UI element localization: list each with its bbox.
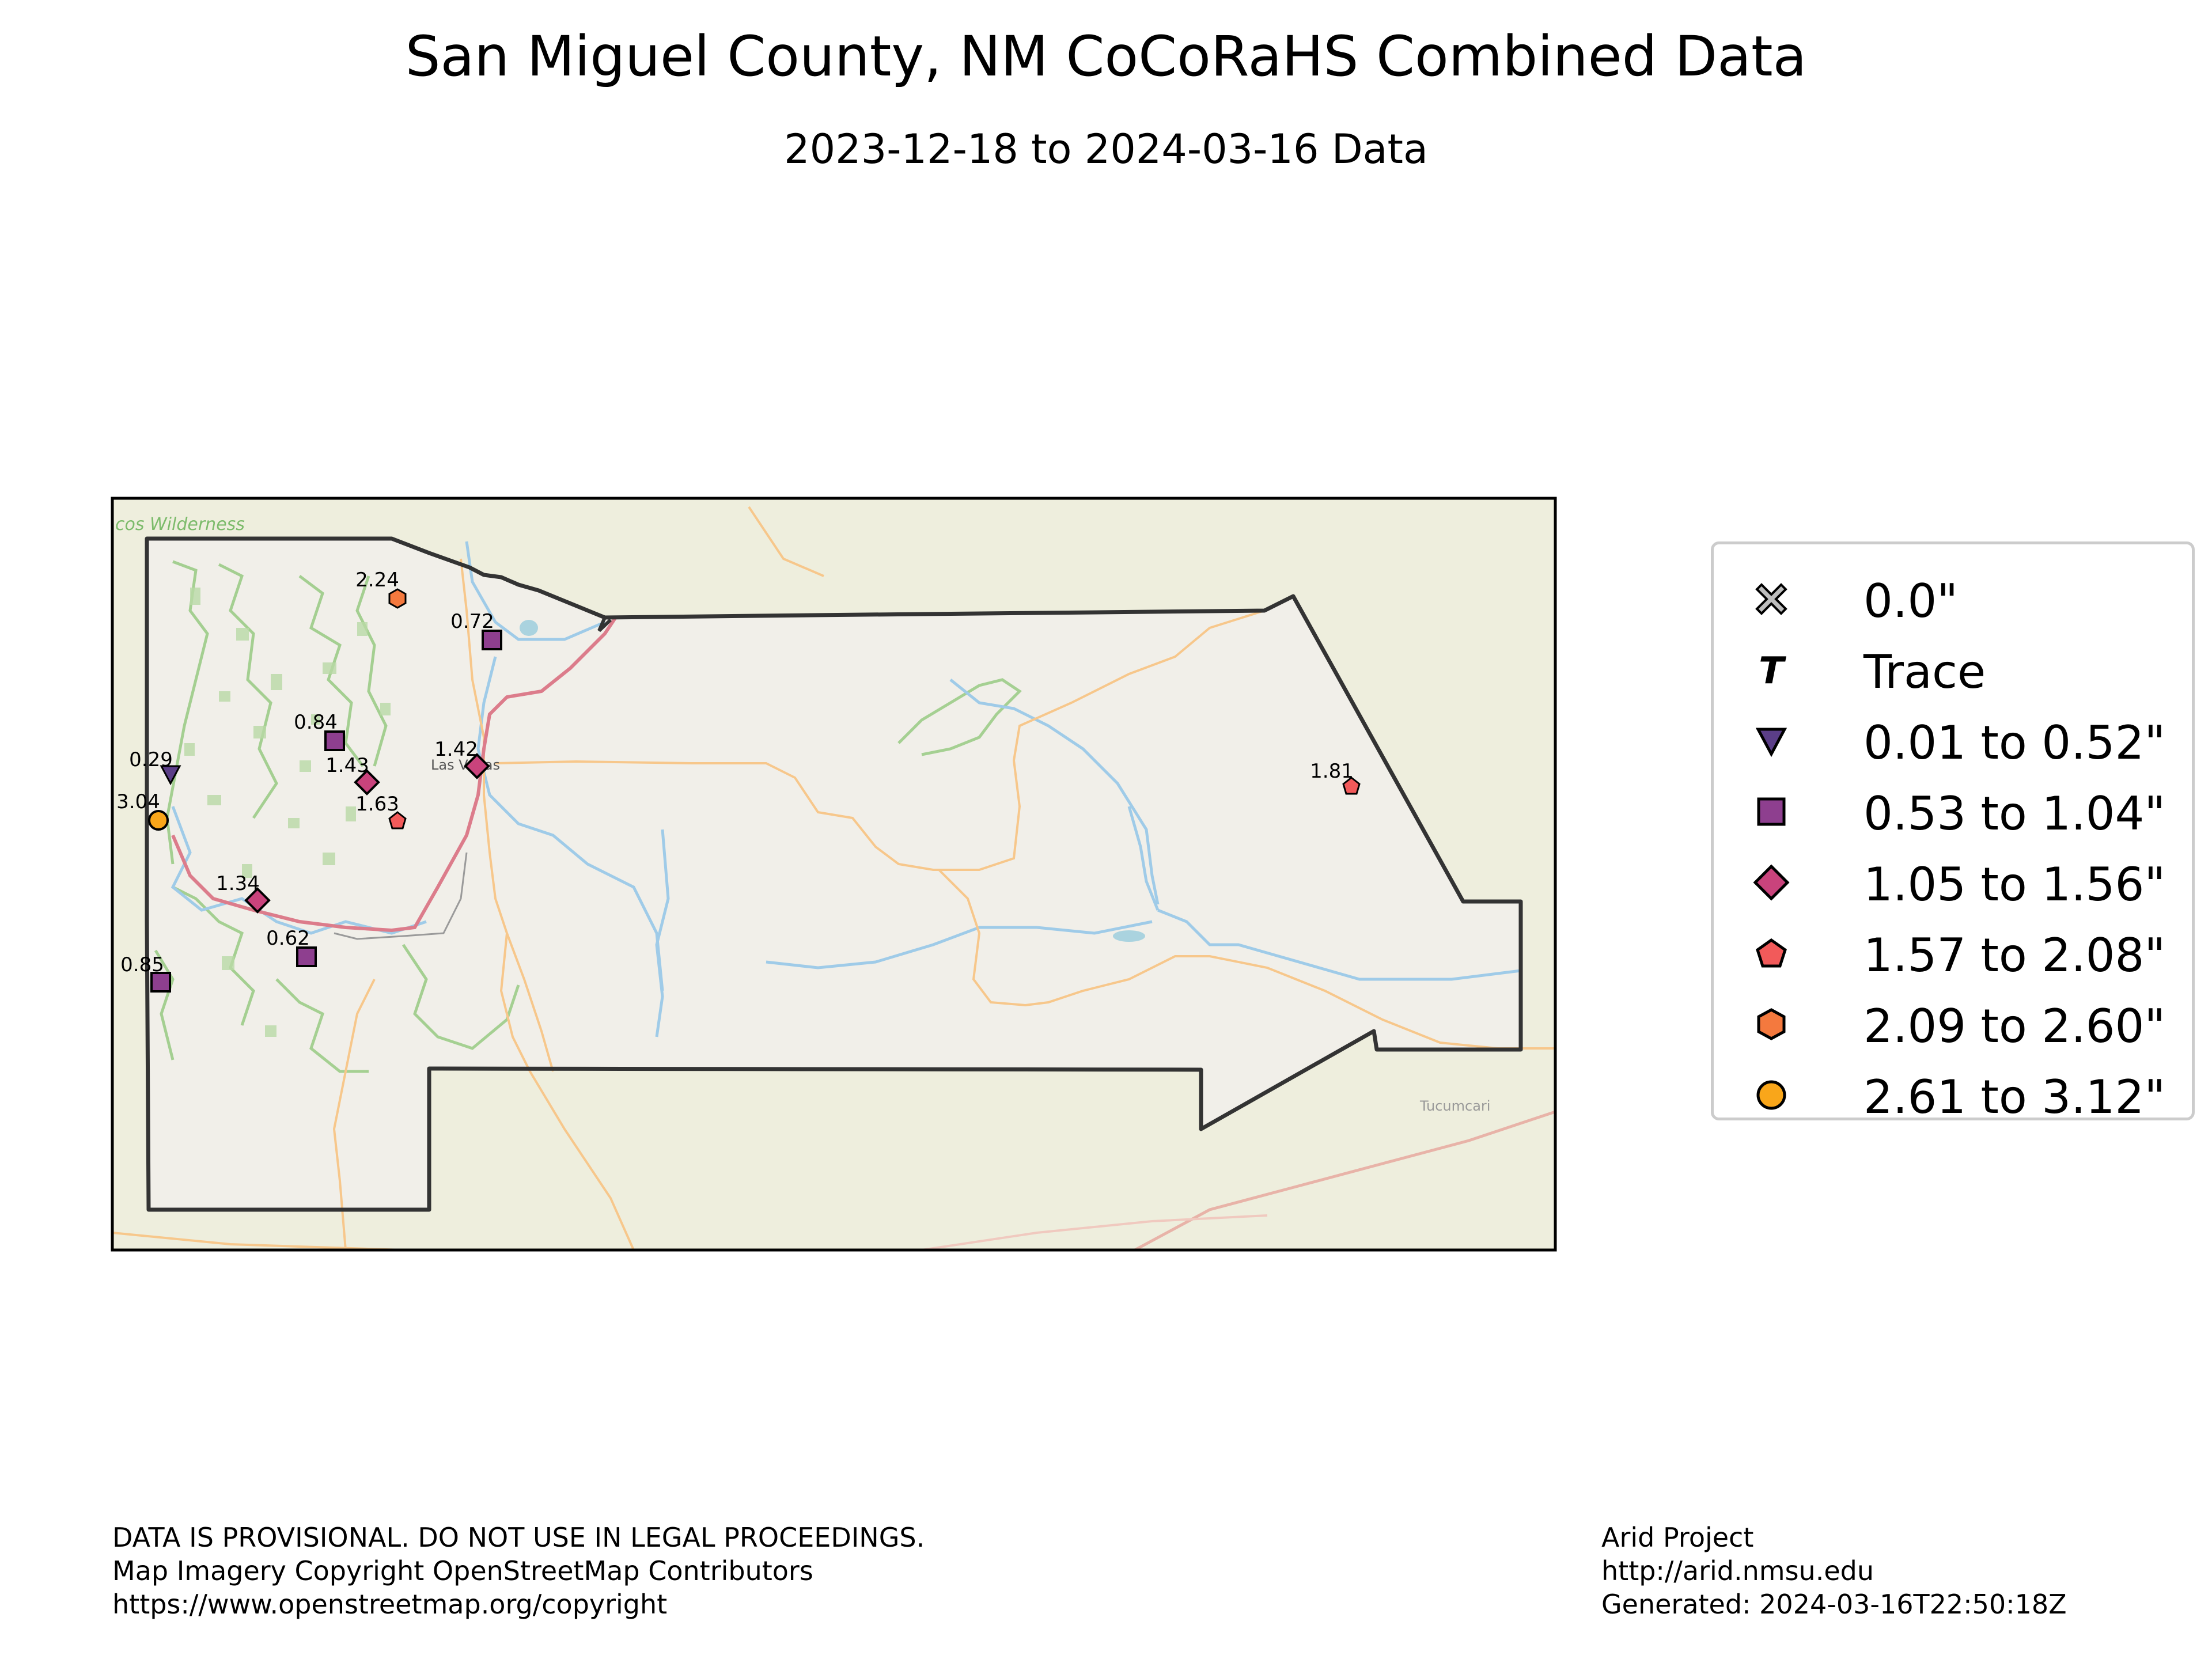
generated-timestamp: Generated: 2024-03-16T22:50:18Z — [1601, 1589, 2067, 1620]
station-square-085[interactable]: 0.85 — [120, 953, 171, 993]
station-marker[interactable] — [482, 630, 502, 650]
legend-item-triangle: 0.01 to 0.52" — [1714, 709, 2192, 772]
x-mark-icon — [1755, 583, 1787, 615]
station-marker[interactable] — [150, 972, 171, 993]
station-diamond-143[interactable]: 1.43 — [325, 754, 380, 796]
station-value-label: 0.72 — [450, 610, 494, 633]
county-boundary-notch — [597, 616, 612, 632]
station-value-label: 0.84 — [294, 711, 338, 734]
station-diamond-142[interactable]: 1.42 — [434, 738, 490, 779]
t-mark-icon: T — [1759, 650, 1786, 692]
station-value-label: 1.34 — [216, 872, 260, 895]
diamond-icon — [1753, 864, 1790, 901]
station-square-072[interactable]: 0.72 — [450, 610, 502, 650]
footer-credits: Arid Project http://arid.nmsu.edu Genera… — [1601, 1521, 2067, 1621]
roads — [112, 506, 1555, 1250]
legend-item-zero: 0.0" — [1714, 567, 2192, 631]
county-fill — [147, 539, 1521, 1210]
station-square-084[interactable]: 0.84 — [294, 711, 345, 751]
legend-item-trace: T Trace — [1714, 638, 2192, 702]
station-marker[interactable] — [148, 810, 169, 831]
project-url: http://arid.nmsu.edu — [1601, 1555, 1874, 1586]
station-marker[interactable] — [1342, 777, 1361, 795]
station-marker[interactable] — [464, 753, 490, 779]
station-value-label: 1.81 — [1310, 760, 1354, 783]
station-pentagon-181[interactable]: 1.81 — [1310, 760, 1361, 795]
copyright-line: Map Imagery Copyright OpenStreetMap Cont… — [112, 1555, 813, 1586]
copyright-url: https://www.openstreetmap.org/copyright — [112, 1589, 668, 1620]
station-value-label: 1.43 — [325, 754, 369, 777]
station-value-label: 0.62 — [266, 927, 310, 950]
disclaimer-line: DATA IS PROVISIONAL. DO NOT USE IN LEGAL… — [112, 1522, 925, 1553]
triangle-down-icon — [1755, 728, 1787, 757]
station-circle-304[interactable]: 3.04 — [116, 790, 169, 831]
station-diamond-134[interactable]: 1.34 — [216, 872, 271, 914]
highway-southeast — [1134, 1110, 1555, 1250]
lake — [520, 620, 538, 636]
forest-blocks — [184, 588, 391, 1037]
wilderness-label: cos Wilderness — [115, 514, 245, 535]
station-marker[interactable] — [296, 946, 317, 967]
station-value-label: 0.85 — [120, 953, 164, 976]
station-marker[interactable] — [388, 811, 407, 830]
station-hexagon-224[interactable]: 2.24 — [355, 569, 407, 609]
map-title: San Miguel County, NM CoCoRaHS Combined … — [405, 24, 1807, 89]
station-value-label: 1.42 — [434, 738, 478, 761]
legend-item-hexagon: 2.09 to 2.60" — [1714, 993, 2192, 1056]
legend-label: Trace — [1863, 645, 1986, 699]
station-value-label: 2.24 — [355, 569, 399, 592]
station-value-label: 1.63 — [355, 793, 399, 816]
project-name: Arid Project — [1601, 1522, 1754, 1553]
map-frame — [111, 497, 1557, 1252]
footer-disclaimer: DATA IS PROVISIONAL. DO NOT USE IN LEGAL… — [112, 1521, 925, 1621]
town-label-tucumcari: Tucumcari — [1419, 1098, 1490, 1114]
legend-item-circle: 2.61 to 3.12" — [1714, 1063, 2192, 1127]
legend-label: 0.53 to 1.04" — [1863, 787, 2166, 840]
road-south — [921, 1214, 1268, 1250]
station-triangle-029[interactable]: 0.29 — [129, 748, 181, 786]
circle-icon — [1756, 1080, 1786, 1110]
legend-label: 2.09 to 2.60" — [1863, 999, 2166, 1053]
reservoir — [1113, 930, 1145, 942]
station-marker[interactable] — [160, 765, 181, 786]
basemap: cos Wilderness Las Vegas Tucumcari — [112, 498, 1555, 1250]
legend-item-square: 0.53 to 1.04" — [1714, 780, 2192, 843]
legend-label: 1.57 to 2.08" — [1863, 929, 2166, 982]
station-square-062[interactable]: 0.62 — [266, 927, 317, 967]
station-marker[interactable] — [244, 887, 271, 914]
hexagon-icon — [1757, 1008, 1786, 1040]
station-marker[interactable] — [354, 769, 380, 796]
legend-label: 0.0" — [1863, 574, 1959, 628]
square-icon — [1757, 797, 1786, 826]
legend-item-pentagon: 1.57 to 2.08" — [1714, 922, 2192, 985]
station-value-label: 0.29 — [129, 748, 173, 771]
station-pentagon-163[interactable]: 1.63 — [355, 793, 407, 830]
station-marker[interactable] — [324, 730, 345, 751]
legend-label: 0.01 to 0.52" — [1863, 716, 2166, 770]
legend-label: 2.61 to 3.12" — [1863, 1070, 2166, 1124]
interstate-highway — [171, 615, 618, 933]
map-subtitle: 2023-12-18 to 2024-03-16 Data — [784, 126, 1428, 173]
legend-label: 1.05 to 1.56" — [1863, 858, 2166, 911]
railroad — [334, 852, 468, 940]
station-value-label: 3.04 — [116, 790, 160, 813]
svg-text:T: T — [1759, 650, 1786, 692]
legend-item-diamond: 1.05 to 1.56" — [1714, 851, 2192, 914]
county-boundary — [145, 536, 1523, 1212]
legend: 0.0" T Trace 0.01 to 0.52" 0.53 to 1.04"… — [1711, 541, 2195, 1124]
pentagon-icon — [1756, 938, 1787, 968]
station-marker[interactable] — [388, 588, 407, 609]
